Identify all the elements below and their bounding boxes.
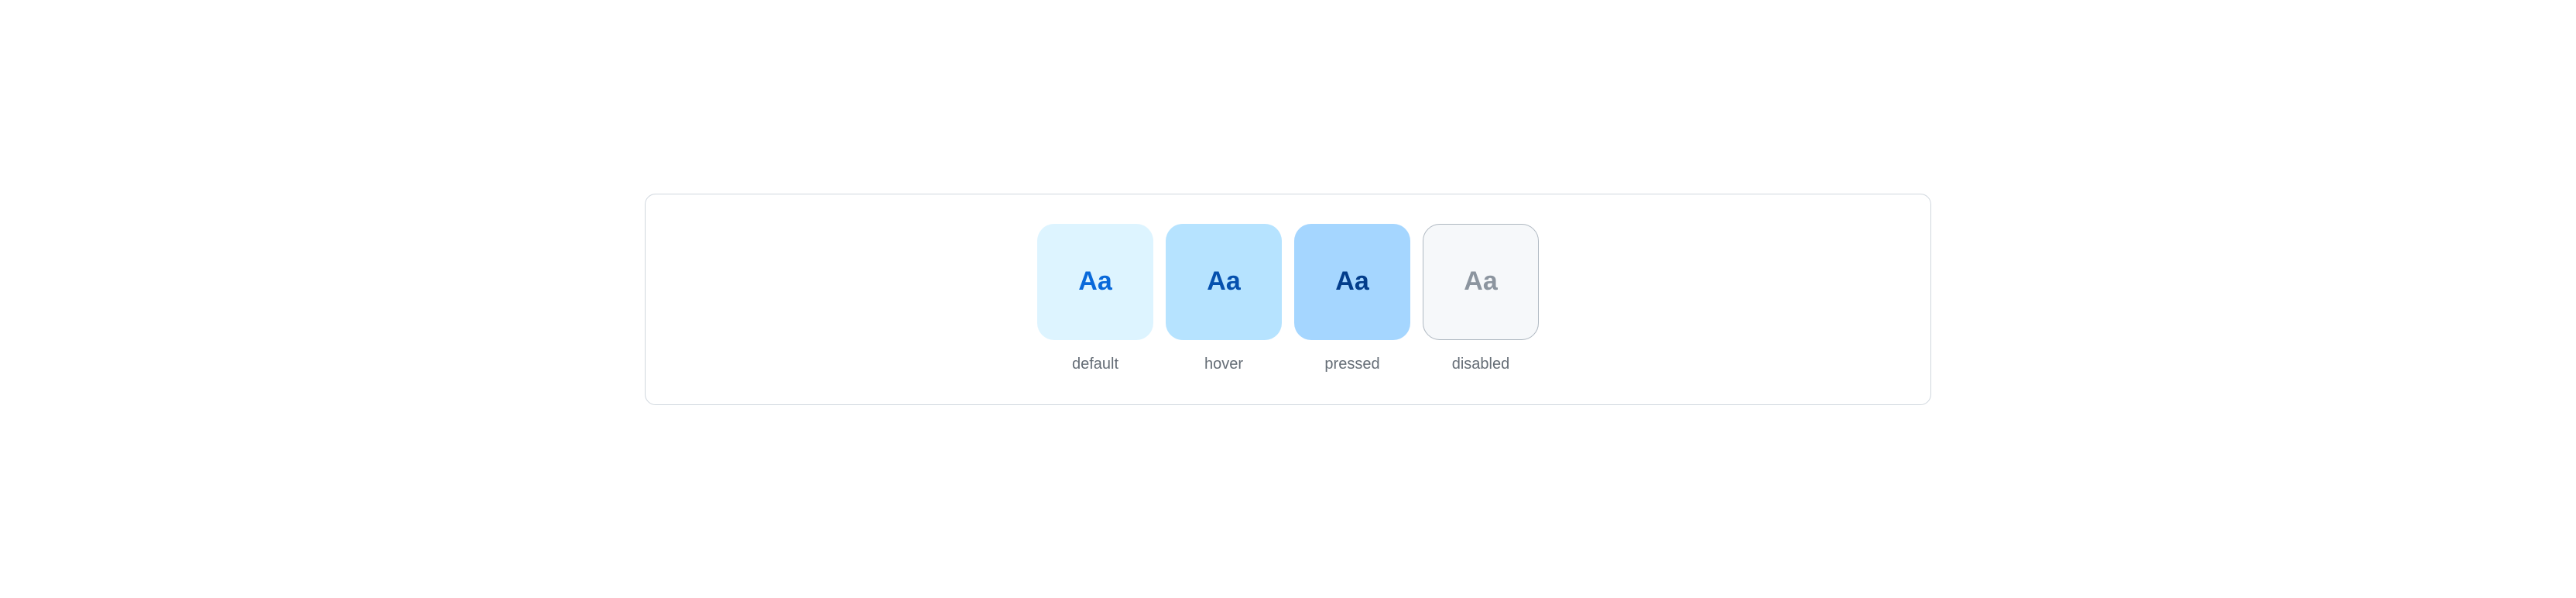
swatch-disabled-label: disabled	[1452, 356, 1510, 373]
swatch-disabled: Aa	[1423, 224, 1539, 340]
swatch-item-default: Aa default	[1037, 224, 1153, 373]
swatch-pressed[interactable]: Aa	[1294, 224, 1410, 340]
swatch-pressed-label: pressed	[1324, 356, 1379, 373]
swatch-default-text: Aa	[1078, 266, 1112, 297]
swatch-disabled-text: Aa	[1464, 266, 1497, 297]
swatch-hover-label: hover	[1204, 356, 1243, 373]
swatch-item-disabled: Aa disabled	[1423, 224, 1539, 373]
swatch-hover[interactable]: Aa	[1166, 224, 1282, 340]
swatch-default-label: default	[1072, 356, 1118, 373]
swatch-default[interactable]: Aa	[1037, 224, 1153, 340]
swatch-pressed-text: Aa	[1335, 266, 1368, 297]
swatch-panel: Aa default Aa hover Aa pressed Aa disabl…	[645, 194, 1931, 405]
swatch-hover-text: Aa	[1207, 266, 1240, 297]
swatch-item-hover: Aa hover	[1166, 224, 1282, 373]
swatch-item-pressed: Aa pressed	[1294, 224, 1410, 373]
swatch-row: Aa default Aa hover Aa pressed Aa disabl…	[1037, 224, 1539, 373]
